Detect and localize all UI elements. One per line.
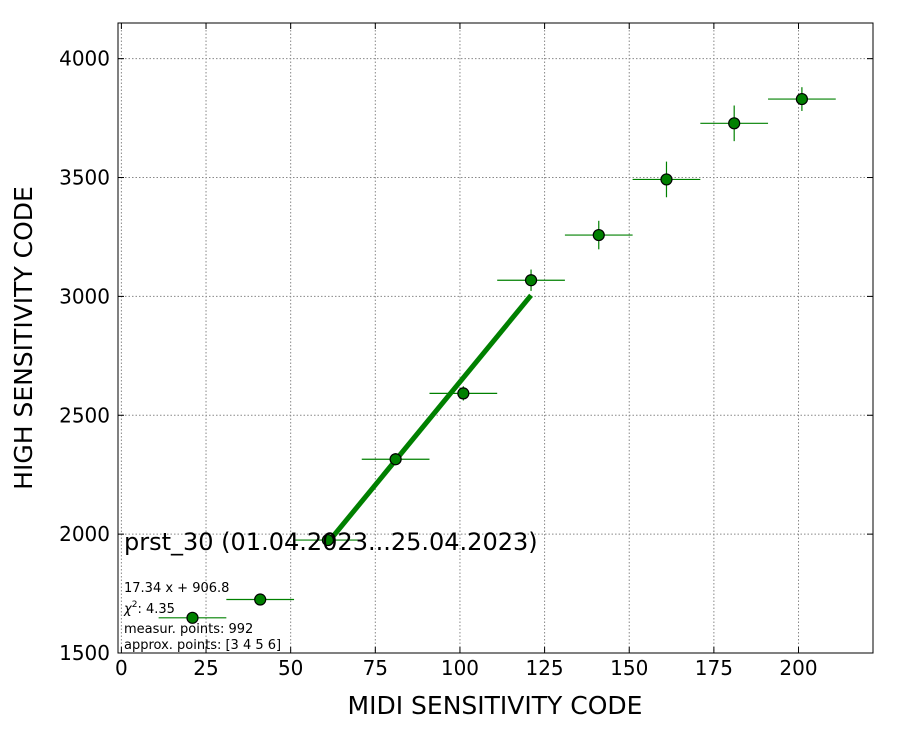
data-point-group [158, 611, 227, 624]
data-point [728, 117, 741, 130]
y-ticks: 1500 2000 2500 3000 3500 4000 [59, 47, 873, 665]
chi-exponent: 2 [132, 600, 138, 610]
y-tick-label: 2000 [59, 522, 110, 546]
data-point [254, 593, 267, 606]
chi-square: χ2: 4.35 [123, 600, 175, 617]
x-tick-label: 25 [193, 656, 218, 680]
data-point-group [294, 533, 362, 547]
x-tick-label: 100 [441, 656, 479, 680]
x-axis-label: MIDI SENSITIVITY CODE [348, 691, 643, 720]
x-tick-label: 125 [525, 656, 563, 680]
plot-frame [117, 22, 874, 654]
fit-equation: 17.34 x + 906.8 [124, 581, 229, 596]
data-points-layer [158, 87, 836, 624]
data-point [321, 533, 335, 547]
fit-line-layer [325, 293, 533, 545]
data-point [389, 453, 402, 466]
data-point [457, 387, 470, 400]
y-tick-label: 4000 [59, 47, 110, 71]
data-point [592, 228, 605, 242]
chi-square-value: : 4.35 [137, 602, 174, 617]
data-point-group [429, 386, 498, 401]
chart-title: prst_30 (01.04.2023...25.04.2023) [124, 528, 538, 556]
fit-line [325, 293, 533, 545]
x-tick-label: 75 [363, 656, 388, 680]
chi-symbol: χ [123, 602, 133, 617]
y-tick-label: 3500 [59, 166, 110, 190]
approx-points: approx. points: [3 4 5 6] [124, 638, 281, 653]
x-tick-label: 150 [610, 656, 648, 680]
data-point-group [226, 593, 295, 606]
x-ticks: 0 25 50 75 100 125 150 175 200 [115, 23, 818, 680]
data-point-group [497, 269, 565, 291]
data-point-group [632, 161, 701, 198]
y-tick-label: 1500 [59, 641, 110, 665]
y-axis-label: HIGH SENSITIVITY CODE [9, 186, 38, 490]
data-point-group [768, 87, 836, 111]
data-point [186, 611, 199, 624]
x-tick-label: 175 [695, 656, 733, 680]
y-tick-label: 3000 [59, 284, 110, 308]
data-point [795, 92, 809, 106]
measured-points: measur. points: 992 [124, 622, 253, 637]
x-tick-label: 50 [278, 656, 303, 680]
data-point [660, 173, 673, 186]
data-point-group [564, 220, 633, 250]
grid [118, 23, 873, 654]
x-tick-label: 200 [779, 656, 817, 680]
x-tick-label: 0 [115, 656, 128, 680]
data-point [524, 274, 538, 287]
data-point-group [361, 453, 430, 466]
y-tick-label: 2500 [59, 403, 110, 427]
data-point-group [700, 105, 769, 142]
